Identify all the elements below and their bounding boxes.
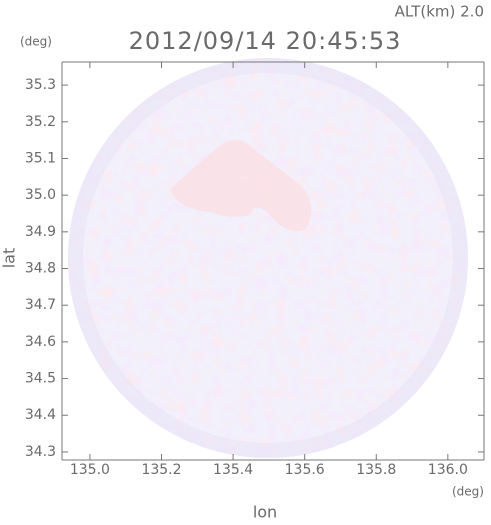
x-tick-label: 135.4 <box>213 462 253 478</box>
x-unit: (deg) <box>452 485 484 499</box>
y-axis-label: lat <box>0 248 19 269</box>
chart-title: 2012/09/14 20:45:53 <box>129 27 402 55</box>
y-tick-label: 34.5 <box>25 371 56 387</box>
y-tick-label: 34.7 <box>25 297 56 313</box>
x-tick-label: 135.0 <box>70 462 110 478</box>
y-tick-label: 34.8 <box>25 261 56 277</box>
y-tick-label: 35.2 <box>25 114 56 130</box>
x-tick-label: 136.0 <box>428 462 468 478</box>
radar-field <box>68 58 468 458</box>
x-tick-label: 135.2 <box>141 462 181 478</box>
y-tick-label: 34.9 <box>25 224 56 240</box>
plot-frame <box>61 61 485 461</box>
y-tick-label: 35.1 <box>25 150 56 166</box>
y-tick-label: 34.3 <box>25 444 56 460</box>
y-tick-label: 35.0 <box>25 187 56 203</box>
x-axis-label: lon <box>253 503 277 522</box>
y-tick-label: 34.6 <box>25 334 56 350</box>
y-unit: (deg) <box>20 35 52 49</box>
y-tick-label: 34.4 <box>25 407 56 423</box>
y-tick-label: 35.3 <box>25 77 56 93</box>
x-tick-label: 135.6 <box>285 462 325 478</box>
altitude-label: ALT(km) 2.0 <box>395 3 484 21</box>
x-tick-label: 135.8 <box>356 462 396 478</box>
